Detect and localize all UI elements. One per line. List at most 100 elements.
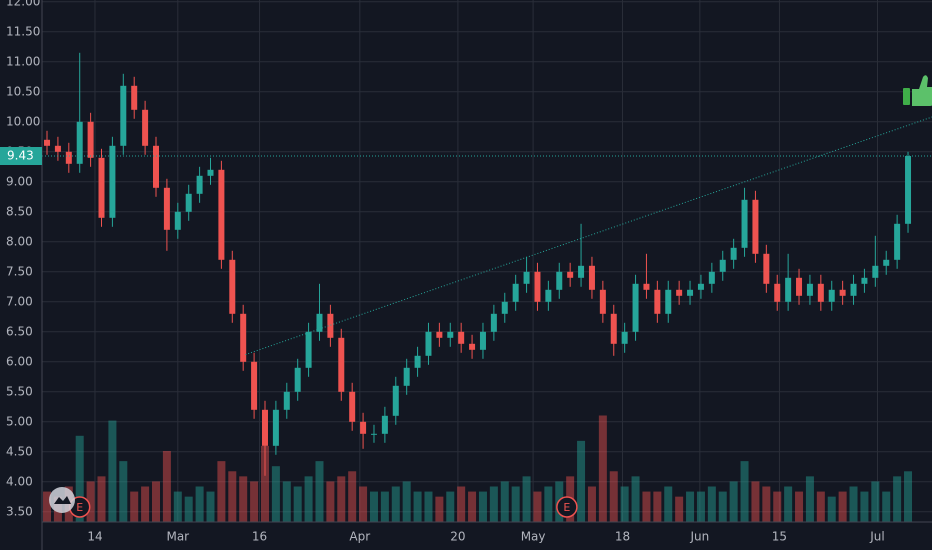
candle-body bbox=[883, 259, 890, 266]
candle-body bbox=[403, 367, 410, 386]
volume-bar bbox=[152, 481, 161, 522]
x-tick-label: May bbox=[521, 530, 546, 544]
volume-bar bbox=[816, 491, 825, 522]
candle-body bbox=[741, 199, 748, 248]
volume-bar bbox=[511, 486, 520, 522]
volume-bar bbox=[86, 481, 95, 522]
event-marker bbox=[556, 496, 578, 518]
y-tick-label: 3.50 bbox=[6, 504, 33, 518]
candle-body bbox=[545, 289, 552, 302]
candle-body bbox=[349, 391, 356, 422]
thumb-cuff bbox=[903, 88, 910, 105]
volume-bar bbox=[805, 476, 814, 522]
candle-body bbox=[490, 313, 497, 332]
x-tick-label: 14 bbox=[87, 530, 102, 544]
candle-body bbox=[621, 331, 628, 344]
y-tick-label: 4.00 bbox=[6, 474, 33, 488]
candle-body bbox=[730, 247, 737, 260]
y-tick-label: 4.50 bbox=[6, 444, 33, 458]
candle-body bbox=[479, 331, 486, 350]
volume-bar bbox=[904, 471, 913, 522]
volume-bar bbox=[478, 491, 487, 522]
candle-body bbox=[120, 85, 127, 146]
volume-bar bbox=[871, 481, 880, 522]
candle-body bbox=[185, 193, 192, 212]
candle-body bbox=[163, 187, 170, 230]
candle-body bbox=[588, 265, 595, 290]
candle-body bbox=[261, 409, 268, 446]
volume-bar bbox=[217, 461, 226, 522]
volume-bar bbox=[337, 476, 346, 522]
candle-body bbox=[218, 169, 225, 260]
candle-body bbox=[272, 409, 279, 446]
y-tick-label: 8.50 bbox=[6, 204, 33, 218]
candle-body bbox=[316, 313, 323, 332]
candle-body bbox=[283, 391, 290, 410]
candle-body bbox=[839, 289, 846, 296]
candle-body bbox=[305, 331, 312, 368]
candle-body bbox=[578, 265, 585, 278]
volume-bar bbox=[827, 496, 836, 522]
volume-bar bbox=[260, 445, 269, 522]
volume-bar bbox=[43, 491, 52, 522]
volume-bar bbox=[773, 491, 782, 522]
volume-bar bbox=[718, 491, 727, 522]
volume-bar bbox=[849, 486, 858, 522]
volume-bar bbox=[598, 415, 607, 522]
volume-bar bbox=[784, 486, 793, 522]
volume-bar bbox=[762, 486, 771, 522]
candle-body bbox=[785, 277, 792, 302]
candle-body bbox=[370, 433, 377, 435]
candle-body bbox=[142, 109, 149, 146]
volume-bar bbox=[97, 476, 106, 522]
volume-bar bbox=[119, 461, 128, 522]
volume-bar bbox=[664, 486, 673, 522]
volume-bar bbox=[740, 461, 749, 522]
candle-body bbox=[796, 277, 803, 296]
candle-body bbox=[98, 157, 105, 218]
candle-body bbox=[381, 415, 388, 434]
volume-bar bbox=[195, 486, 204, 522]
candle-body bbox=[828, 289, 835, 302]
logo-glyph bbox=[54, 496, 71, 504]
candle-body bbox=[54, 145, 61, 152]
candle-body bbox=[174, 211, 181, 230]
candle-body bbox=[44, 139, 51, 146]
candle-body bbox=[392, 385, 399, 416]
candle-body bbox=[523, 271, 530, 284]
volume-bar bbox=[108, 420, 117, 522]
volume-bar bbox=[282, 481, 291, 522]
candle-body bbox=[425, 331, 432, 356]
volume-bar bbox=[380, 491, 389, 522]
x-tick-label: Jul bbox=[869, 530, 884, 544]
x-tick-label: Apr bbox=[349, 530, 370, 544]
candle-body bbox=[131, 85, 138, 110]
candle-body bbox=[752, 199, 759, 254]
y-tick-label: 8.00 bbox=[6, 234, 33, 248]
candle-body bbox=[708, 271, 715, 284]
candle-layer bbox=[44, 52, 912, 476]
candle-body bbox=[414, 355, 421, 368]
candle-body bbox=[861, 277, 868, 284]
candle-body bbox=[196, 175, 203, 194]
x-tick-label: 15 bbox=[772, 530, 787, 544]
volume-bar bbox=[173, 491, 182, 522]
y-tick-label: 7.50 bbox=[6, 264, 33, 278]
y-tick-label: 10.50 bbox=[6, 84, 40, 98]
y-tick-label: 9.00 bbox=[6, 174, 33, 188]
trend-line bbox=[245, 116, 932, 356]
thumbs-up-icon bbox=[903, 75, 932, 106]
candle-body bbox=[65, 151, 72, 164]
candle-body bbox=[87, 121, 94, 158]
volume-bar bbox=[882, 491, 891, 522]
candle-body bbox=[599, 289, 606, 314]
candle-body bbox=[501, 301, 508, 314]
volume-bar bbox=[326, 481, 335, 522]
candle-body bbox=[719, 259, 726, 272]
candle-body bbox=[251, 361, 258, 410]
volume-bar bbox=[860, 491, 869, 522]
volume-bar bbox=[359, 486, 368, 522]
volume-bar bbox=[642, 491, 651, 522]
y-tick-label: 5.00 bbox=[6, 414, 33, 428]
